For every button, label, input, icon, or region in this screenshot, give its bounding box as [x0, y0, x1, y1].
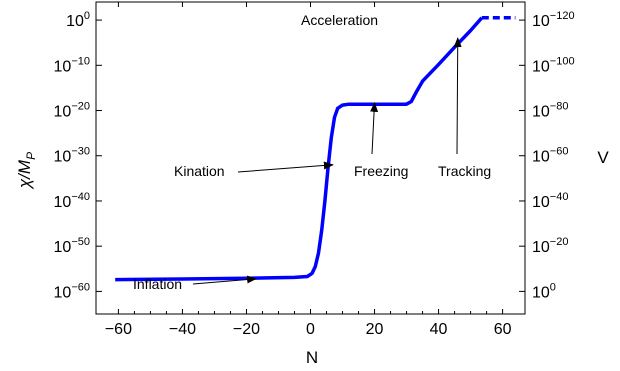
- y2-tick-label: 10−80: [532, 101, 568, 121]
- y2-tick-label-exponent: −120: [550, 10, 575, 22]
- y-tick-label: 10−20: [54, 101, 90, 121]
- y-tick-label: 10−50: [54, 236, 90, 256]
- y-tick-label-exponent: −60: [71, 281, 90, 293]
- x-tick-label: 40: [430, 321, 448, 338]
- series-line-solid: [115, 16, 484, 282]
- annotation-arrow: [237, 161, 334, 173]
- annotation-inflation: Inflation: [133, 276, 182, 292]
- x-tick-label: −20: [233, 321, 260, 338]
- y2-tick-label-exponent: −20: [550, 236, 569, 248]
- y2-tick-label-exponent: −40: [550, 191, 569, 203]
- x-tick-label: −60: [105, 321, 132, 338]
- y2-tick-label: 100: [532, 281, 556, 301]
- y-tick-label-base: 10: [54, 104, 72, 121]
- x-tick-label: 20: [366, 321, 384, 338]
- y2-tick-label-base: 10: [532, 194, 550, 211]
- y2-tick-label-exponent: −80: [550, 101, 569, 113]
- y2-tick-label: 10−40: [532, 191, 568, 211]
- y-tick-label-base: 10: [54, 149, 72, 166]
- y-tick-label-base: 10: [54, 239, 72, 256]
- annotation-kination: Kination: [174, 163, 225, 179]
- annotation-acceleration: Acceleration: [301, 12, 378, 28]
- data-layer: [115, 16, 516, 285]
- annotation-arrow: [370, 101, 379, 155]
- y-tick-label-exponent: −40: [71, 191, 90, 203]
- y-tick-label-exponent: 0: [84, 10, 90, 22]
- annotations: Acceleration Kination Freezing Tracking …: [133, 12, 491, 292]
- y-tick-label: 10−40: [54, 191, 90, 211]
- annotation-arrow: [453, 37, 462, 155]
- y-axis-label-main: χ/M: [15, 159, 34, 190]
- y2-tick-label-exponent: 0: [550, 281, 556, 293]
- y-tick-label-base: 10: [66, 13, 84, 30]
- y-tick-label-exponent: −30: [71, 146, 90, 158]
- y-tick-label-base: 10: [54, 284, 72, 301]
- annotation-arrow: [192, 275, 258, 285]
- x-tick-label: 0: [306, 321, 315, 338]
- y2-tick-label: 10−100: [532, 55, 575, 75]
- y-tick-label-base: 10: [54, 194, 72, 211]
- y-tick-label: 10−60: [54, 281, 90, 301]
- y-axis-label-subscript: P: [24, 152, 38, 160]
- y2-axis-label: V: [597, 148, 609, 167]
- y2-tick-label-base: 10: [532, 239, 550, 256]
- y2-tick-label-base: 10: [532, 58, 550, 75]
- y2-tick-label-base: 10: [532, 149, 550, 166]
- y-tick-label-base: 10: [54, 58, 72, 75]
- y-axis-label: χ/MP: [15, 152, 38, 190]
- x-tick-label: −40: [169, 321, 196, 338]
- y2-tick-label-base: 10: [532, 104, 550, 121]
- y-tick-label: 10−10: [54, 55, 90, 75]
- x-tick-label: 60: [494, 321, 512, 338]
- x-axis-label: N: [306, 348, 318, 367]
- y2-tick-label-base: 10: [532, 284, 550, 301]
- y-tick-label-exponent: −10: [71, 55, 90, 67]
- y2-tick-label: 10−20: [532, 236, 568, 256]
- y-tick-label-exponent: −20: [71, 101, 90, 113]
- y2-tick-label: 10−60: [532, 146, 568, 166]
- annotation-tracking: Tracking: [438, 163, 491, 179]
- y-tick-label: 100: [66, 10, 90, 30]
- ticks-layer: −60 −40 −20 0 20 40 6010010−1010−2010−3010−401…: [54, 2, 575, 338]
- annotation-freezing: Freezing: [354, 163, 408, 179]
- y2-tick-label: 10−120: [532, 10, 575, 30]
- y2-tick-label-exponent: −100: [550, 55, 575, 67]
- y-tick-label: 10−30: [54, 146, 90, 166]
- y2-tick-label-base: 10: [532, 13, 550, 30]
- y2-tick-label-exponent: −60: [550, 146, 569, 158]
- y-tick-label-exponent: −50: [71, 236, 90, 248]
- plot-frame: [95, 1, 526, 315]
